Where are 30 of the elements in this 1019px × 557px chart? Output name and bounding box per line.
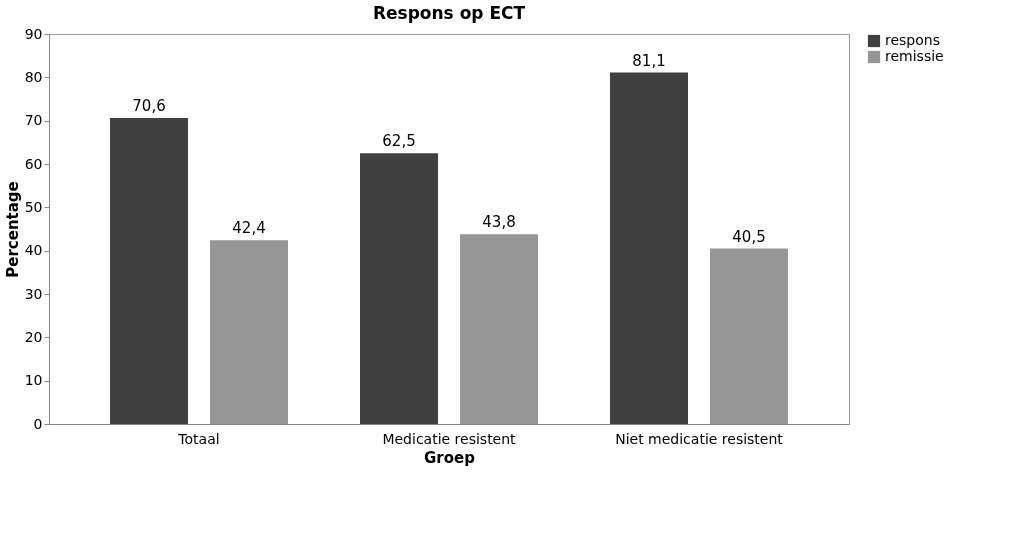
y-tick-label: 0 [33, 415, 43, 432]
x-axis-title: Groep [424, 448, 476, 467]
y-tick-label: 50 [24, 198, 43, 215]
y-tick-label: 20 [24, 328, 43, 345]
y-tick-label: 10 [24, 372, 43, 389]
data-label: 42,4 [232, 219, 266, 238]
legend-label: respons [885, 32, 940, 48]
y-tick-label: 60 [24, 155, 43, 172]
y-tick-label: 40 [24, 242, 43, 259]
data-label: 70,6 [132, 97, 166, 116]
y-tick-label: 30 [24, 285, 43, 302]
y-tick-label: 90 [24, 25, 43, 42]
bar [610, 72, 688, 424]
data-label: 81,1 [632, 51, 666, 70]
data-label: 40,5 [732, 227, 766, 246]
chart-title: Respons op ECT [372, 3, 526, 23]
bar [460, 234, 538, 424]
y-axis-title: Percentage [3, 181, 22, 278]
x-tick-label: Medicatie resistent [382, 430, 517, 447]
y-tick-label: 70 [24, 112, 43, 129]
y-tick-label: 80 [24, 68, 43, 85]
bar [110, 118, 188, 424]
legend-label: remissie [885, 48, 944, 64]
bar [360, 153, 438, 424]
x-tick-label: Totaal [177, 430, 220, 447]
data-label: 43,8 [482, 213, 516, 232]
data-label: 62,5 [382, 132, 416, 151]
bar [210, 240, 288, 424]
x-tick-label: Niet medicatie resistent [615, 430, 784, 447]
bar [710, 248, 788, 424]
